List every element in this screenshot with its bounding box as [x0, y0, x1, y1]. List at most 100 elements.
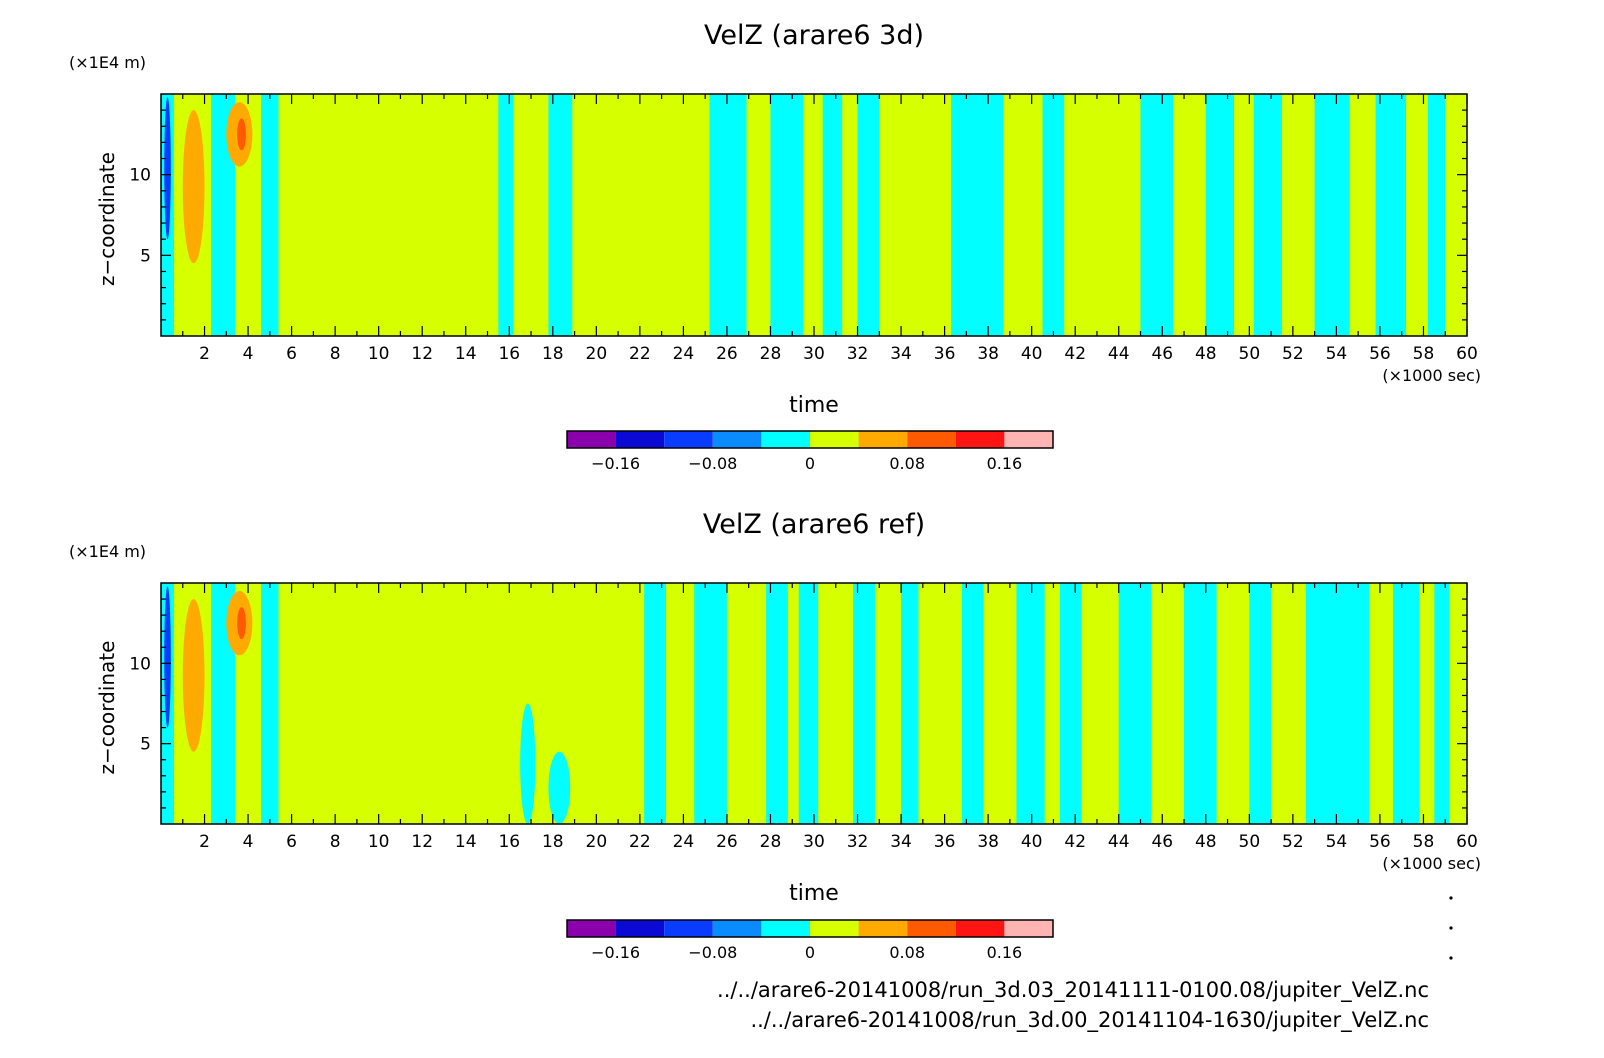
velz-band [1434, 583, 1450, 824]
colorbar: −0.16 −0.08 0 0.08 0.16 [566, 919, 1054, 962]
x-tick-label: 60 [1456, 344, 1478, 364]
x-tick-label: 8 [330, 832, 341, 852]
x-tick-label: 4 [243, 832, 254, 852]
y-unit-label: (×1E4 m) [69, 542, 146, 561]
y-unit-label: (×1E4 m) [69, 53, 146, 72]
velz-band [694, 583, 727, 824]
x-axis-label: time [789, 881, 839, 906]
x-tick-label: 50 [1239, 832, 1261, 852]
x-tick-label: 16 [498, 344, 520, 364]
velz-band [1173, 94, 1206, 336]
velz-band [879, 94, 952, 336]
margin-dot [1449, 956, 1453, 960]
x-tick-label: 2 [199, 832, 210, 852]
velz-band [211, 583, 236, 824]
colorbar-tick-label: 0 [805, 943, 815, 962]
x-tick-label: 24 [673, 832, 695, 852]
x-tick-label: 6 [286, 344, 297, 364]
x-tick-label: 34 [890, 832, 912, 852]
velz-band [822, 94, 843, 336]
velz-band [1044, 583, 1060, 824]
x-tick-label: 56 [1369, 832, 1391, 852]
velz-band [1081, 583, 1119, 824]
x-tick-label: 22 [629, 344, 651, 364]
velz-band [818, 583, 854, 824]
velz-band [498, 94, 514, 336]
x-tick-label: 30 [803, 832, 825, 852]
velz-band [1406, 94, 1428, 336]
x-tick-label: 32 [847, 344, 869, 364]
velz-band [962, 583, 984, 824]
velz-band [174, 94, 183, 336]
velz-band [726, 583, 767, 824]
velz-band [1281, 94, 1315, 336]
velz-band [951, 94, 1004, 336]
chart-panel-1: VelZ (arare6 3d)2 4 6 8 10 12 14 16 18 20 22 24 26 28… [69, 20, 1481, 473]
velz-band [644, 583, 666, 824]
velz-band [857, 94, 880, 336]
velz-band [278, 583, 645, 824]
x-tick-label: 50 [1239, 344, 1261, 364]
source-file-3d: ../../arare6-20141008/run_3d.03_20141111… [717, 978, 1429, 1002]
velz-band [1216, 583, 1250, 824]
colorbar-segment [761, 920, 810, 937]
colorbar-segment [567, 431, 616, 448]
velz-band [918, 583, 963, 824]
colorbar-segment [955, 920, 1005, 937]
colorbar-segment [1004, 431, 1053, 448]
colorbar-tick-label: 0 [805, 454, 815, 473]
y-axis-label: z−coordinate [95, 152, 119, 286]
velz-band [901, 583, 919, 824]
x-tick-label: 10 [368, 832, 390, 852]
colorbar-tick-label: 0.08 [889, 454, 925, 473]
velz-band [766, 583, 788, 824]
velz-cell [182, 110, 205, 264]
velz-cell [164, 586, 171, 728]
x-tick-label: 38 [977, 344, 999, 364]
velz-band [1184, 583, 1217, 824]
velz-band [1392, 583, 1420, 824]
velz-band [261, 94, 279, 336]
x-tick-label: 24 [673, 344, 695, 364]
x-tick-label: 56 [1369, 344, 1391, 364]
velz-band [548, 94, 573, 336]
plot-area [161, 583, 1467, 824]
velz-band [665, 583, 695, 824]
velz-band [803, 94, 823, 336]
velz-band [1449, 583, 1467, 824]
colorbar-tick-label: −0.08 [688, 454, 737, 473]
x-tick-label: 20 [586, 344, 608, 364]
y-axis-label: z−coordinate [95, 641, 119, 775]
velz-cell [237, 118, 246, 151]
y-tick-label: 10 [129, 654, 151, 674]
x-tick-label: 28 [760, 344, 782, 364]
velz-band [1249, 583, 1272, 824]
margin-dot [1449, 896, 1453, 900]
velz-band [1234, 94, 1254, 336]
x-tick-label: 42 [1064, 832, 1086, 852]
x-tick-label: 2 [199, 344, 210, 364]
colorbar-segment [712, 920, 762, 937]
velz-band [1151, 583, 1185, 824]
velz-band [278, 94, 499, 336]
x-tick-label: 12 [411, 344, 433, 364]
colorbar-segment [955, 431, 1005, 448]
colorbar-frame [566, 919, 1054, 938]
colorbar-tick-label: −0.16 [591, 454, 640, 473]
colorbar-segment [664, 920, 713, 937]
velz-band [1349, 94, 1376, 336]
velz-band [261, 583, 279, 824]
y-tick-label: 10 [129, 166, 151, 186]
x-tick-label: 34 [890, 344, 912, 364]
plot-area [161, 94, 1467, 336]
velz-band [1445, 94, 1467, 336]
y-tick-label: 5 [140, 246, 151, 266]
colorbar-segment [810, 920, 859, 937]
x-tick-label: 20 [586, 832, 608, 852]
colorbar-segment [615, 431, 665, 448]
colorbar-segment [615, 920, 665, 937]
velz-band [513, 94, 549, 336]
x-tick-label: 52 [1282, 832, 1304, 852]
velz-band [1003, 94, 1043, 336]
